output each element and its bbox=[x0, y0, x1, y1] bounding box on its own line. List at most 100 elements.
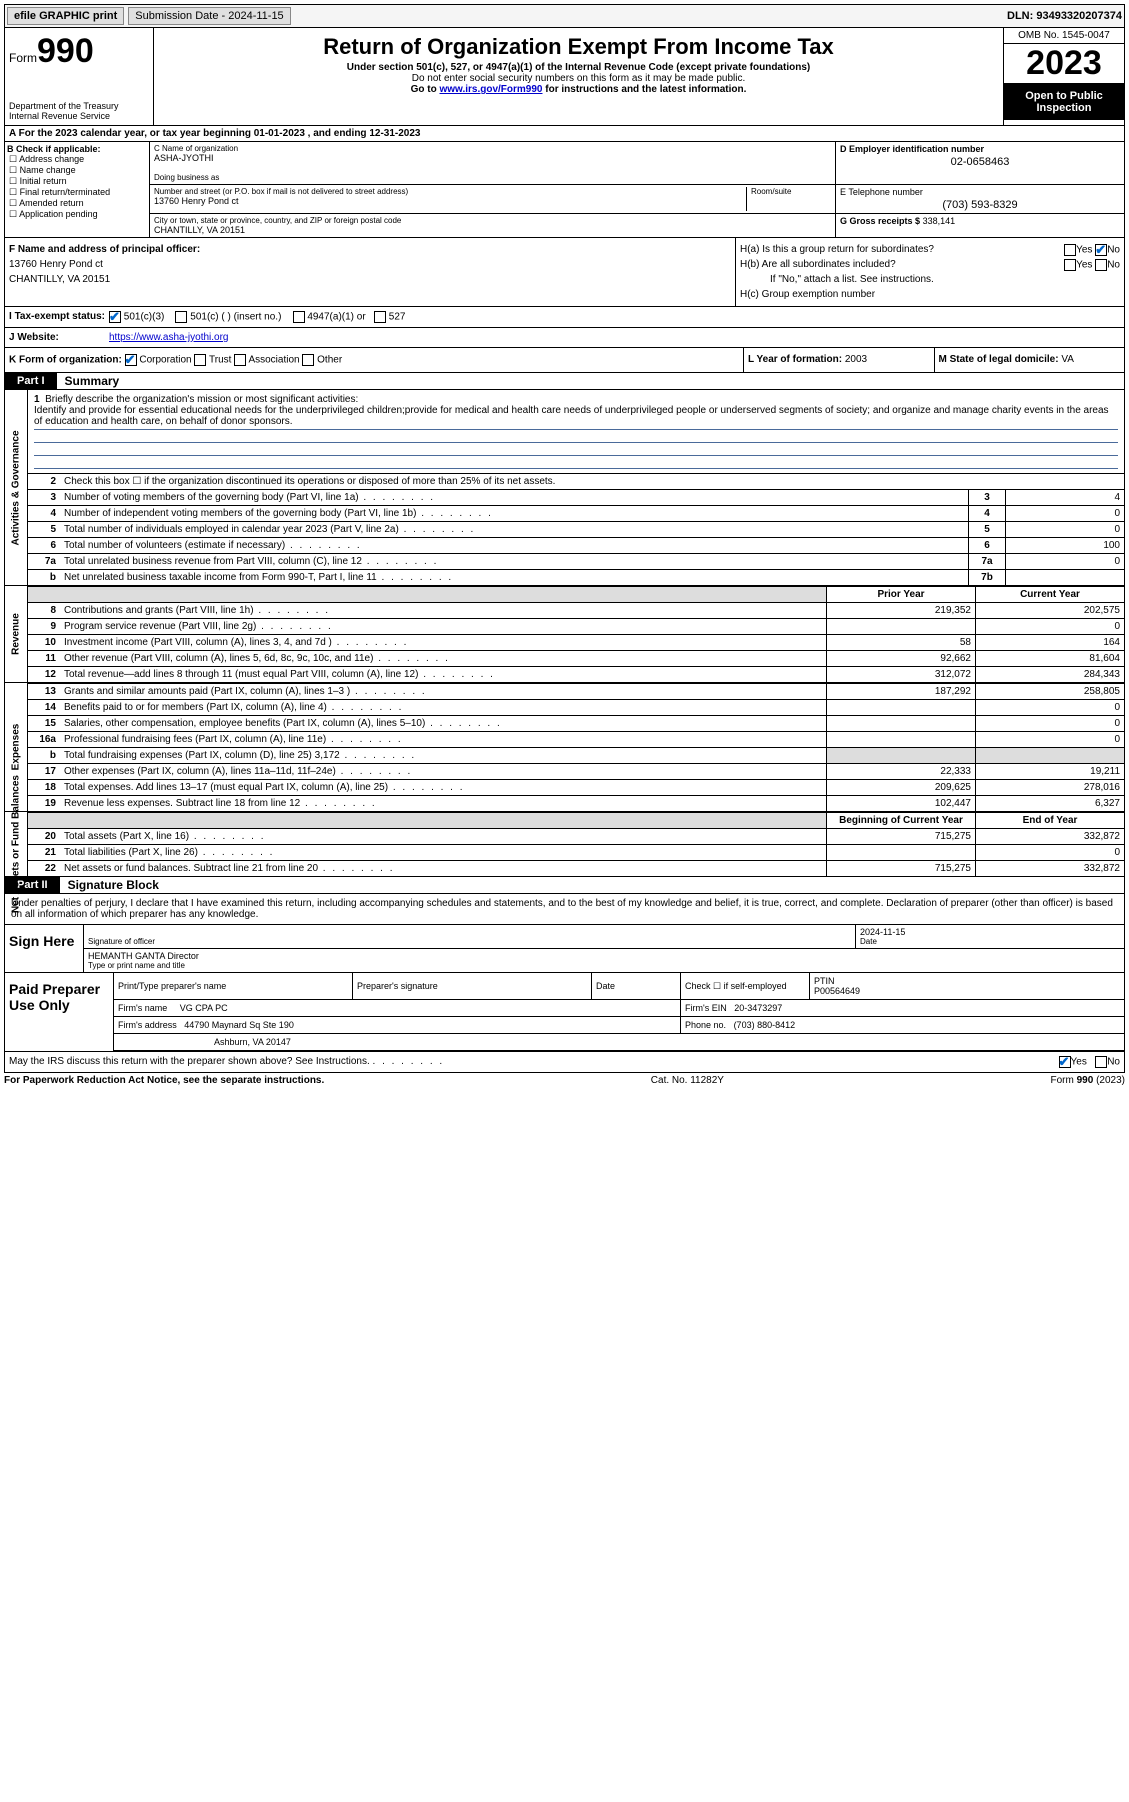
mission-text: Identify and provide for essential educa… bbox=[34, 405, 1118, 430]
f-section: F Name and address of principal officer:… bbox=[5, 238, 735, 306]
block-ij: I Tax-exempt status: 501(c)(3) 501(c) ( … bbox=[4, 307, 1125, 348]
h-b-note: If "No," attach a list. See instructions… bbox=[740, 272, 1120, 287]
ein-label: D Employer identification number bbox=[840, 144, 1120, 154]
footer-right: Form 990 (2023) bbox=[1051, 1075, 1125, 1086]
year-formation: 2003 bbox=[845, 354, 867, 365]
i-501c[interactable] bbox=[175, 311, 187, 323]
k-assoc[interactable] bbox=[234, 354, 246, 366]
hb-yes[interactable] bbox=[1064, 259, 1076, 271]
header-right: OMB No. 1545-0047 2023 Open to Public In… bbox=[1003, 28, 1124, 125]
k-corp[interactable] bbox=[125, 354, 137, 366]
dept-label: Department of the Treasury Internal Reve… bbox=[9, 101, 149, 121]
submission-date: Submission Date - 2024-11-15 bbox=[128, 7, 290, 25]
tel-value: (703) 593-8329 bbox=[840, 197, 1120, 211]
sign-here-label: Sign Here bbox=[5, 925, 84, 972]
header-left: Form990 Department of the Treasury Inter… bbox=[5, 28, 154, 125]
chk-final[interactable]: ☐ Final return/terminated bbox=[7, 187, 147, 198]
sign-date: 2024-11-15 bbox=[860, 927, 1120, 937]
f-addr1: 13760 Henry Pond ct bbox=[9, 257, 731, 272]
prep-row1: Print/Type preparer's name Preparer's si… bbox=[114, 973, 1124, 1000]
efile-button[interactable]: efile GRAPHIC print bbox=[7, 7, 124, 25]
footer-center: Cat. No. 11282Y bbox=[324, 1075, 1050, 1086]
gross-value: 338,141 bbox=[923, 216, 956, 226]
ptin: P00564649 bbox=[814, 986, 860, 996]
irs-link[interactable]: www.irs.gov/Form990 bbox=[439, 84, 542, 95]
omb-number: OMB No. 1545-0047 bbox=[1004, 28, 1124, 44]
netassets-table: Beginning of Current YearEnd of Year20To… bbox=[28, 812, 1124, 876]
website-link[interactable]: https://www.asha-jyothi.org bbox=[109, 332, 229, 343]
chk-amended[interactable]: ☐ Amended return bbox=[7, 198, 147, 209]
org-name-label: C Name of organization bbox=[154, 144, 831, 153]
chk-address[interactable]: ☐ Address change bbox=[7, 154, 147, 165]
chk-name[interactable]: ☐ Name change bbox=[7, 165, 147, 176]
sidebar-revenue: Revenue bbox=[11, 613, 22, 655]
h-a: H(a) Is this a group return for subordin… bbox=[740, 242, 1120, 257]
state-domicile: VA bbox=[1061, 354, 1074, 365]
col-b-checkboxes: B Check if applicable: ☐ Address change … bbox=[5, 142, 150, 237]
form-header: Form990 Department of the Treasury Inter… bbox=[4, 28, 1125, 126]
sidebar-netassets: Net Assets or Fund Balances bbox=[11, 775, 22, 913]
header-sub1: Under section 501(c), 527, or 4947(a)(1)… bbox=[158, 62, 999, 73]
section-netassets: Net Assets or Fund Balances Beginning of… bbox=[4, 812, 1125, 877]
block-bcd: B Check if applicable: ☐ Address change … bbox=[4, 142, 1125, 238]
form-number: 990 bbox=[37, 32, 94, 70]
h-b: H(b) Are all subordinates included? Yes … bbox=[740, 257, 1120, 272]
part1-header: Part I Summary bbox=[4, 373, 1125, 390]
page-footer: For Paperwork Reduction Act Notice, see … bbox=[4, 1073, 1125, 1088]
addr-label: Number and street (or P.O. box if mail i… bbox=[154, 187, 746, 196]
i-527[interactable] bbox=[374, 311, 386, 323]
governance-table: 2Check this box ☐ if the organization di… bbox=[28, 473, 1124, 585]
part1-title: Summary bbox=[57, 374, 120, 388]
city-label: City or town, state or province, country… bbox=[154, 216, 831, 225]
room-label: Room/suite bbox=[751, 187, 831, 196]
section-revenue: Revenue Prior YearCurrent Year8Contribut… bbox=[4, 586, 1125, 683]
chk-initial[interactable]: ☐ Initial return bbox=[7, 176, 147, 187]
firm-phone: (703) 880-8412 bbox=[734, 1020, 796, 1030]
name-title-label: Type or print name and title bbox=[88, 961, 1120, 970]
k-other[interactable] bbox=[302, 354, 314, 366]
tax-year: 2023 bbox=[1004, 44, 1124, 84]
hb-no[interactable] bbox=[1095, 259, 1107, 271]
sidebar-governance: Activities & Governance bbox=[11, 430, 22, 545]
tel-label: E Telephone number bbox=[840, 187, 1120, 197]
prep-row3: Firm's address 44790 Maynard Sq Ste 190 … bbox=[114, 1017, 1124, 1034]
part2-header: Part II Signature Block bbox=[4, 877, 1125, 894]
date-label: Date bbox=[860, 937, 1120, 946]
block-klm: K Form of organization: Corporation Trus… bbox=[4, 348, 1125, 373]
k-trust[interactable] bbox=[194, 354, 206, 366]
part1-tab: Part I bbox=[5, 373, 57, 389]
discuss-row: May the IRS discuss this return with the… bbox=[4, 1052, 1125, 1073]
gross-label: G Gross receipts $ bbox=[840, 216, 920, 226]
org-name: ASHA-JYOTHI bbox=[154, 153, 831, 163]
perjury-text: Under penalties of perjury, I declare th… bbox=[4, 894, 1125, 925]
part2-title: Signature Block bbox=[60, 878, 159, 892]
addr-value: 13760 Henry Pond ct bbox=[154, 196, 746, 206]
form-title: Return of Organization Exempt From Incom… bbox=[158, 34, 999, 60]
block-fgh: F Name and address of principal officer:… bbox=[4, 238, 1125, 307]
top-bar: efile GRAPHIC print Submission Date - 20… bbox=[4, 4, 1125, 28]
open-inspection: Open to Public Inspection bbox=[1004, 84, 1124, 120]
preparer-block: Paid Preparer Use Only Print/Type prepar… bbox=[4, 973, 1125, 1052]
revenue-table: Prior YearCurrent Year8Contributions and… bbox=[28, 586, 1124, 682]
form-label: Form bbox=[9, 51, 37, 65]
discuss-no[interactable] bbox=[1095, 1056, 1107, 1068]
firm-city: Ashburn, VA 20147 bbox=[214, 1037, 291, 1047]
header-sub3: Go to www.irs.gov/Form990 for instructio… bbox=[158, 84, 999, 95]
header-mid: Return of Organization Exempt From Incom… bbox=[154, 28, 1003, 125]
discuss-yes[interactable] bbox=[1059, 1056, 1071, 1068]
header-sub2: Do not enter social security numbers on … bbox=[158, 73, 999, 84]
city-value: CHANTILLY, VA 20151 bbox=[154, 225, 831, 235]
h-section: H(a) Is this a group return for subordin… bbox=[735, 238, 1124, 306]
chk-pending[interactable]: ☐ Application pending bbox=[7, 209, 147, 220]
f-label: F Name and address of principal officer: bbox=[9, 244, 200, 255]
section-governance: Activities & Governance 1 Briefly descri… bbox=[4, 390, 1125, 586]
ein-value: 02-0658463 bbox=[840, 154, 1120, 168]
i-4947[interactable] bbox=[293, 311, 305, 323]
col-cd: C Name of organization ASHA-JYOTHI Doing… bbox=[150, 142, 1124, 237]
ha-no[interactable] bbox=[1095, 244, 1107, 256]
sig-officer-label: Signature of officer bbox=[88, 937, 851, 946]
expenses-table: 13Grants and similar amounts paid (Part … bbox=[28, 683, 1124, 811]
h-c: H(c) Group exemption number bbox=[740, 287, 1120, 302]
ha-yes[interactable] bbox=[1064, 244, 1076, 256]
i-501c3[interactable] bbox=[109, 311, 121, 323]
